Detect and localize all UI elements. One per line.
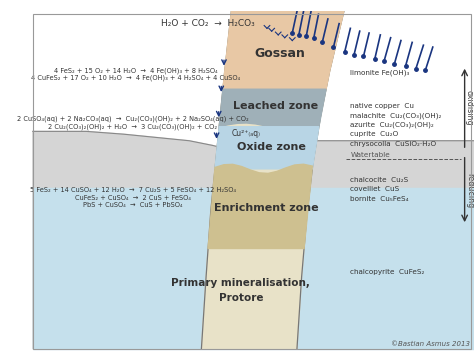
Polygon shape: [223, 12, 344, 89]
Text: ©Bastian Asmus 2013: ©Bastian Asmus 2013: [391, 341, 470, 347]
Text: H₂O + CO₂  →  H₂CO₃: H₂O + CO₂ → H₂CO₃: [161, 19, 255, 28]
Text: Cu²⁺₍ₐq₎: Cu²⁺₍ₐq₎: [231, 129, 260, 138]
Polygon shape: [219, 89, 326, 130]
Polygon shape: [215, 127, 319, 169]
Text: 5 FeS₂ + 14 CuSO₄ + 12 H₂O  →  7 Cu₂S + 5 FeSO₄ + 12 H₂SO₄: 5 FeS₂ + 14 CuSO₄ + 12 H₂O → 7 Cu₂S + 5 …: [30, 187, 236, 193]
Text: CuFeS₂ + CuSO₄  →  2 CuS + FeSO₄: CuFeS₂ + CuSO₄ → 2 CuS + FeSO₄: [75, 195, 191, 201]
Text: cuprite  Cu₂O: cuprite Cu₂O: [350, 131, 399, 137]
Text: malachite  Cu₂(CO₃)(OH)₂: malachite Cu₂(CO₃)(OH)₂: [350, 112, 442, 119]
Text: Gossan: Gossan: [255, 47, 306, 60]
Text: reducing: reducing: [465, 173, 474, 208]
Text: Primary mineralisation,
Protore: Primary mineralisation, Protore: [171, 278, 310, 303]
Text: Enrichment zone: Enrichment zone: [214, 203, 319, 213]
Polygon shape: [33, 131, 474, 349]
Polygon shape: [33, 188, 474, 349]
Text: azurite  Cu₂(CO₃)₂(OH)₂: azurite Cu₂(CO₃)₂(OH)₂: [350, 122, 434, 128]
Text: Oxide zone: Oxide zone: [237, 142, 306, 152]
Text: chalcocite  Cu₂S: chalcocite Cu₂S: [350, 177, 409, 183]
Text: oxidising: oxidising: [465, 90, 474, 126]
Text: PbS + CuSO₄  →  CuS + PbSO₄: PbS + CuSO₄ → CuS + PbSO₄: [83, 203, 183, 208]
Text: limonite Fe(OH)₃: limonite Fe(OH)₃: [350, 69, 410, 76]
Text: covelliet  CuS: covelliet CuS: [350, 187, 400, 192]
Text: Leached zone: Leached zone: [233, 101, 318, 111]
Text: 4 FeS₂ + 15 O₂ + 14 H₂O  →  4 Fe(OH)₃ + 8 H₂SO₄: 4 FeS₂ + 15 O₂ + 14 H₂O → 4 Fe(OH)₃ + 8 …: [54, 67, 218, 74]
Text: 2 Cu₂(CO₃)₂(OH)₂ + H₂O  →  3 Cu₂(CO₃)(OH)₂ + CO₂: 2 Cu₂(CO₃)₂(OH)₂ + H₂O → 3 Cu₂(CO₃)(OH)₂…: [48, 123, 218, 130]
Text: bornite  Cu₅FeS₄: bornite Cu₅FeS₄: [350, 196, 409, 202]
Text: 4 CuFeS₂ + 17 O₂ + 10 H₂O  →  4 Fe(OH)₃ + 4 H₂SO₄ + 4 CuSO₄: 4 CuFeS₂ + 17 O₂ + 10 H₂O → 4 Fe(OH)₃ + …: [31, 75, 240, 81]
Text: chalcopyrite  CuFeS₂: chalcopyrite CuFeS₂: [350, 269, 425, 275]
Polygon shape: [201, 12, 344, 349]
Text: chrysocolla  CuSiO₂·H₂O: chrysocolla CuSiO₂·H₂O: [350, 140, 437, 147]
Polygon shape: [208, 164, 312, 249]
Text: Watertable: Watertable: [350, 152, 390, 158]
Text: native copper  Cu: native copper Cu: [350, 103, 414, 109]
Text: 2 CuSO₄(aq) + 2 Na₂CO₃(aq)  →  Cu₂(CO₃)(OH)₂ + 2 Na₂SO₄(aq) + CO₂: 2 CuSO₄(aq) + 2 Na₂CO₃(aq) → Cu₂(CO₃)(OH…: [17, 116, 249, 122]
